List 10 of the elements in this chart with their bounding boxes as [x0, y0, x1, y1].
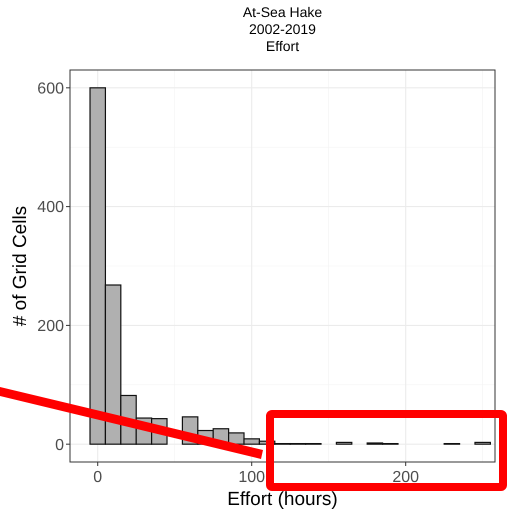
y-tick-label: 600 [37, 80, 64, 98]
y-tick-label: 0 [55, 436, 64, 454]
chart-title: At-Sea Hake 2002-2019 Effort [242, 4, 322, 54]
y-tick-label: 400 [37, 199, 64, 216]
y-tick-label: 200 [37, 318, 64, 335]
x-axis-title: Effort (hours) [227, 489, 338, 510]
y-axis-title: # of Grid Cells [10, 206, 31, 326]
x-tick-label: 100 [238, 469, 266, 486]
x-tick-label: 200 [392, 469, 420, 486]
x-tick-label: 0 [93, 469, 102, 486]
